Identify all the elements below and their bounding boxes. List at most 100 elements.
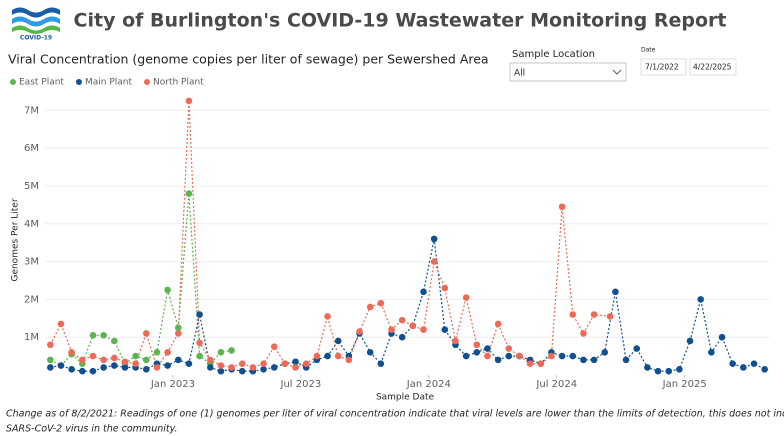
data-point [57, 362, 65, 369]
data-point [206, 364, 214, 371]
data-point [462, 352, 470, 360]
data-point [174, 356, 182, 364]
data-point [366, 349, 374, 356]
data-point [526, 360, 534, 367]
data-point [111, 354, 118, 362]
data-point [292, 364, 299, 371]
x-tick-label: Jul 2024 [535, 379, 577, 390]
date-start-box[interactable] [640, 58, 687, 76]
footnote: SARS-CoV-2 virus in the community. [6, 424, 178, 435]
dropdown-chevron [612, 69, 622, 75]
page-title: City of Burlington's COVID-19 Wastewater… [74, 10, 727, 32]
date-start: 7/1/2022 [645, 63, 679, 72]
y-tick-label: 1M [24, 332, 39, 343]
data-point [281, 360, 289, 367]
data-point [601, 349, 609, 356]
data-point [494, 320, 502, 328]
data-point [47, 356, 54, 364]
location-label: Sample Location [512, 49, 595, 60]
data-point [729, 360, 736, 367]
data-point [612, 288, 619, 296]
data-point [217, 367, 225, 375]
data-point [185, 190, 193, 197]
date-end-box[interactable] [689, 58, 737, 76]
data-point [590, 311, 598, 318]
data-point [665, 367, 673, 375]
data-point [569, 311, 577, 318]
legend-label: East Plant [19, 78, 64, 88]
data-point [142, 366, 150, 373]
date-label: Date [641, 47, 656, 54]
data-point [153, 349, 161, 356]
data-point [334, 337, 342, 345]
data-point [100, 332, 107, 339]
data-point [228, 347, 235, 354]
data-point [398, 316, 406, 324]
data-point [740, 364, 747, 371]
y-tick-label: 5M [24, 181, 39, 192]
location-value: All [514, 69, 525, 79]
data-point [622, 356, 630, 364]
data-point [89, 352, 97, 360]
y-tick-label: 3M [24, 257, 39, 268]
data-point [100, 364, 107, 371]
data-point [537, 360, 545, 367]
x-tick-label: Jul 2023 [280, 379, 322, 390]
data-point [708, 349, 715, 356]
data-point [558, 203, 566, 211]
data-point [548, 352, 555, 360]
data-point [238, 360, 246, 367]
data-point [164, 286, 171, 294]
data-point [174, 324, 182, 332]
data-point [388, 326, 395, 333]
data-point [606, 313, 614, 320]
legend-label: North Plant [153, 78, 204, 88]
data-point [111, 337, 118, 345]
data-point [505, 345, 513, 352]
data-point [484, 352, 491, 360]
data-point [324, 313, 331, 320]
data-point [697, 296, 704, 303]
data-point [505, 352, 513, 360]
x-tick-label: Jan 2024 [406, 379, 451, 390]
x-axis-label: Sample Date [376, 393, 435, 403]
legend-marker [75, 79, 82, 85]
data-point [47, 341, 54, 349]
data-point [473, 349, 481, 356]
series-line [50, 238, 765, 372]
data-point [132, 352, 139, 360]
data-point [196, 352, 203, 360]
data-point [302, 360, 310, 367]
data-point [174, 330, 182, 337]
x-tick-label: Jan 2023 [150, 379, 195, 390]
logo: COVID-19 [12, 7, 60, 42]
data-point [270, 343, 278, 350]
data-point [196, 311, 203, 318]
data-point [47, 364, 54, 371]
data-point [569, 352, 577, 360]
data-point [153, 364, 161, 371]
data-point [686, 337, 694, 345]
data-point [79, 356, 86, 364]
data-point [452, 337, 459, 345]
location-dropdown[interactable] [509, 62, 627, 82]
y-axis-label: Genomes Per Liter [11, 198, 21, 281]
y-tick-label: 2M [24, 294, 39, 305]
data-point [89, 332, 97, 339]
data-point [366, 303, 374, 311]
y-tick-label: 6M [24, 143, 39, 154]
data-point [441, 326, 449, 333]
data-point [292, 358, 299, 366]
data-point [558, 352, 566, 360]
data-point [409, 322, 417, 330]
data-point [260, 360, 267, 367]
data-point [260, 366, 267, 373]
legend-marker [144, 79, 150, 85]
data-point [761, 366, 768, 373]
footnote: Change as of 8/2/2021: Readings of one (… [6, 409, 784, 420]
date-end: 4/22/2025 [693, 63, 732, 72]
data-point [185, 360, 193, 367]
data-point [590, 356, 598, 364]
data-point [132, 360, 139, 367]
logo-text: COVID-19 [20, 35, 52, 42]
